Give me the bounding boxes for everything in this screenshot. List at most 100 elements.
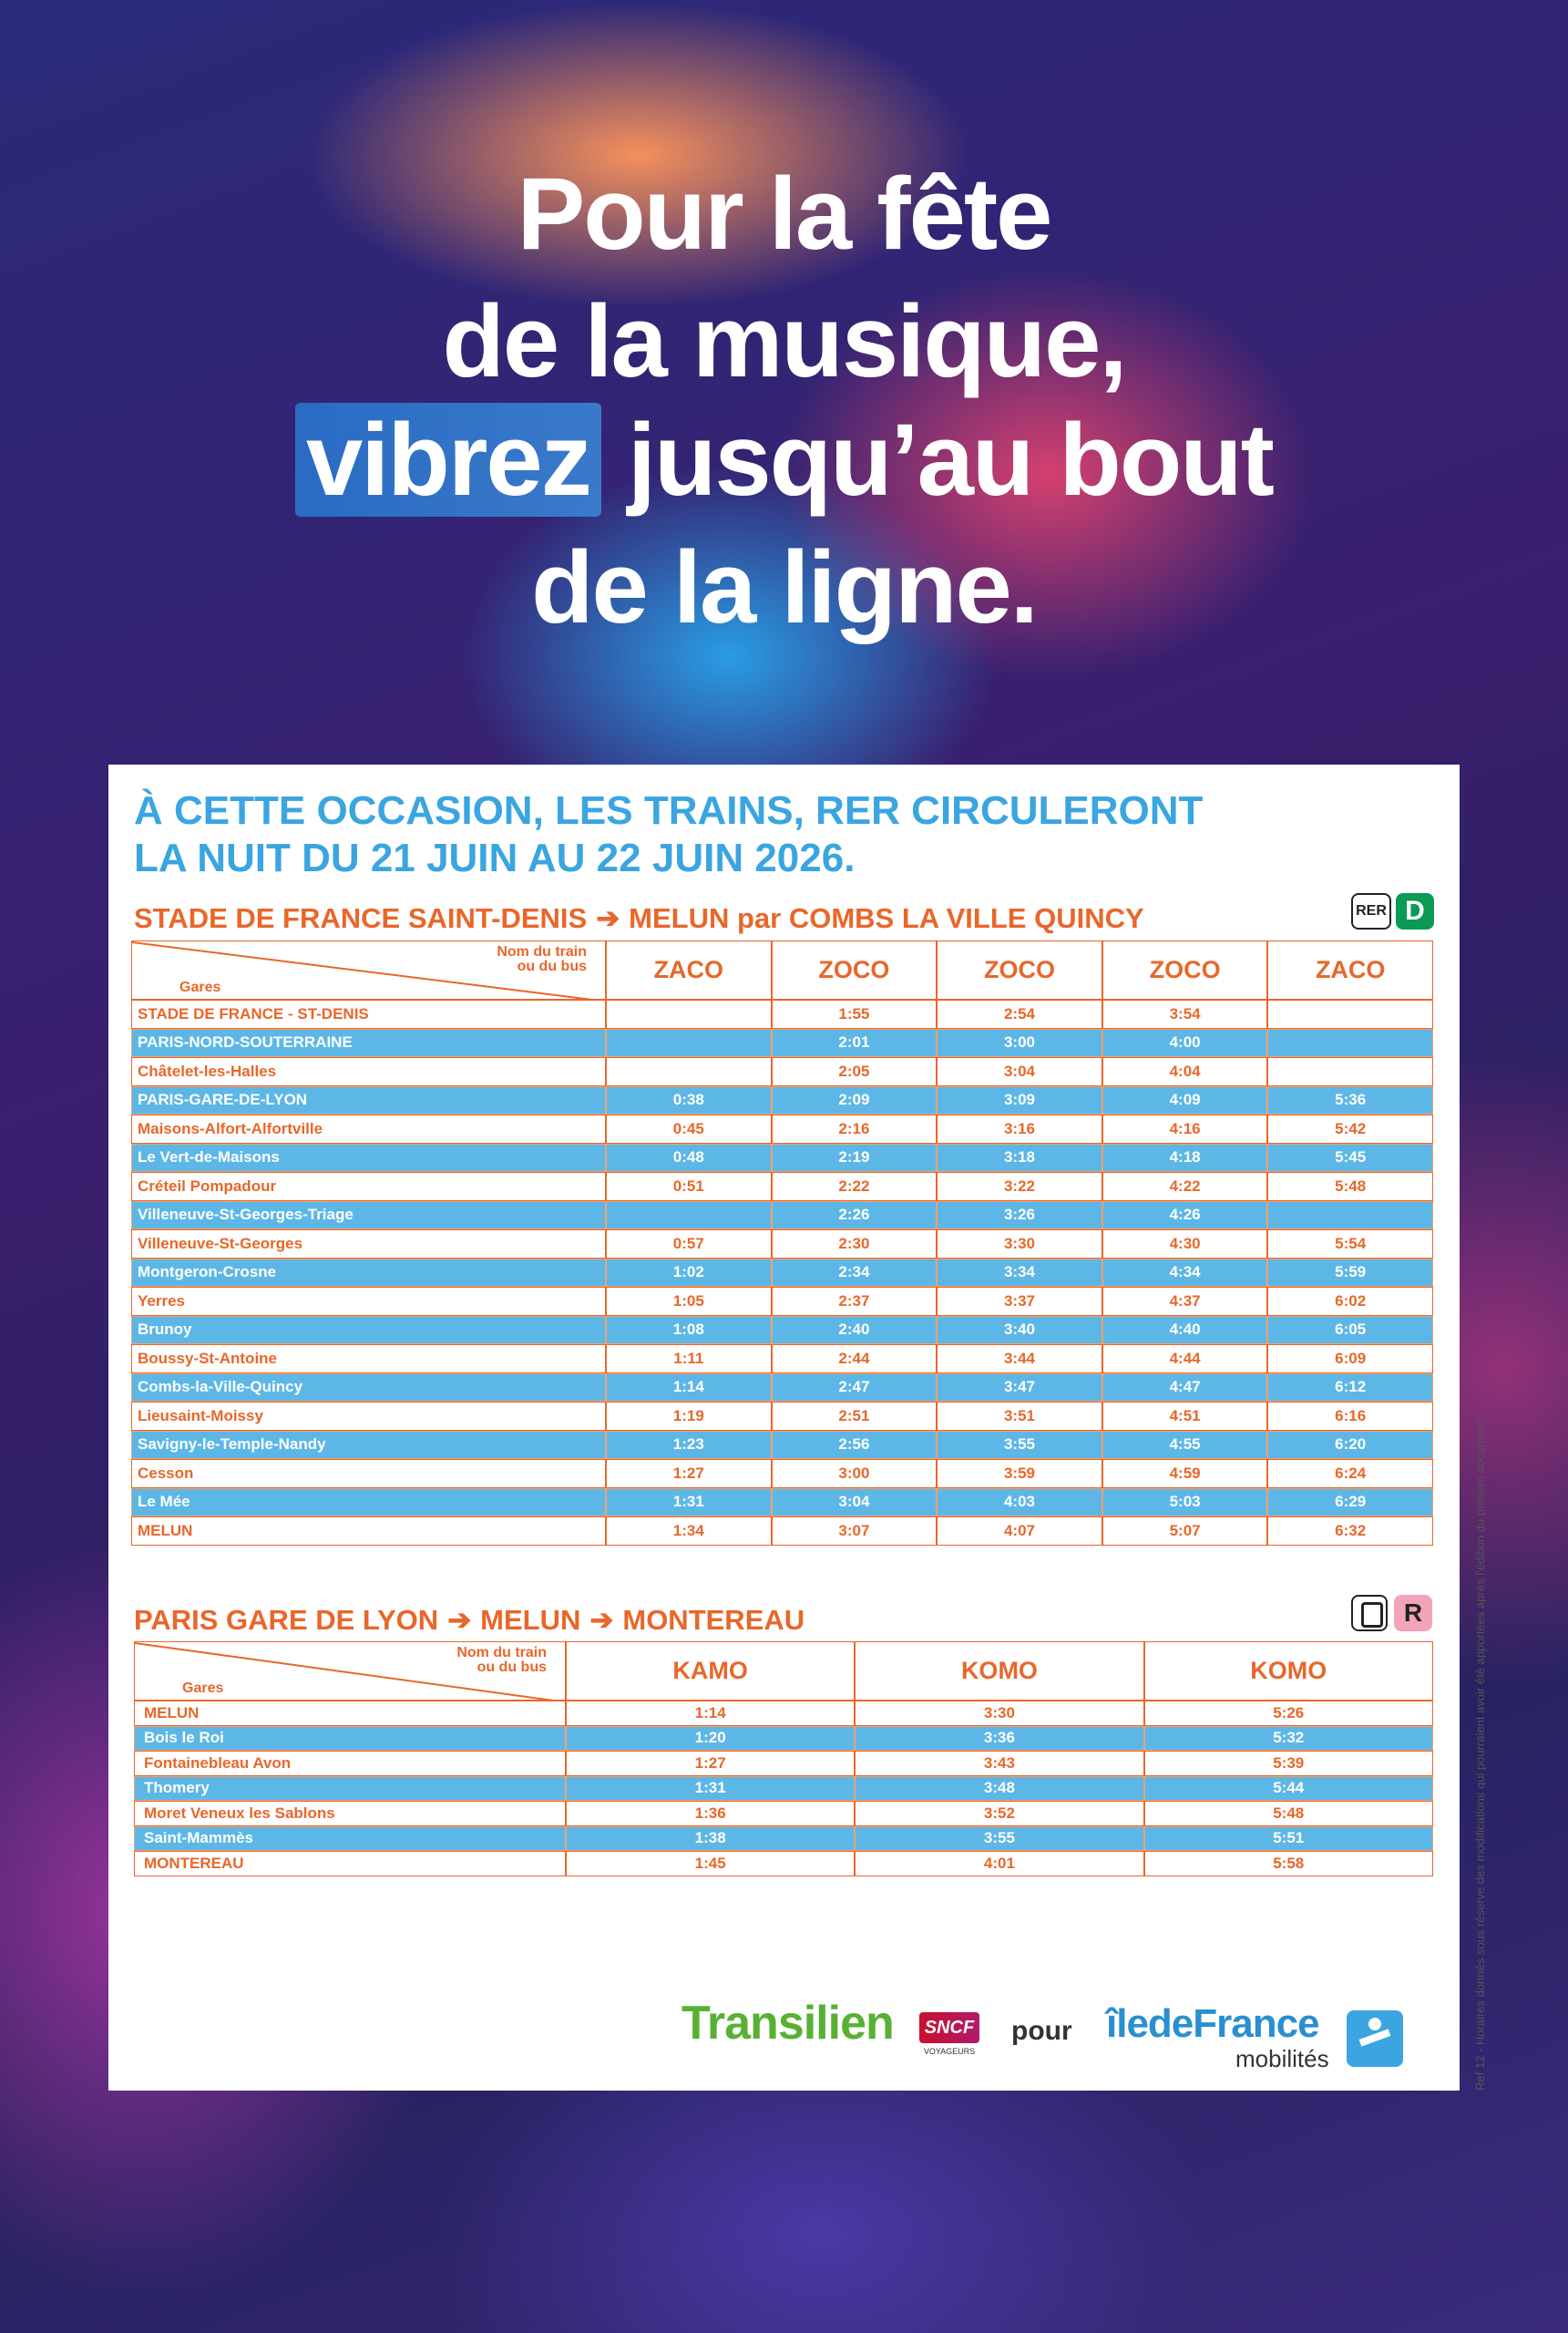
time-cell: 5:58 [1143, 1851, 1433, 1876]
headline-line: Pour la fête [517, 157, 1053, 271]
time-cell: 2:51 [771, 1402, 938, 1431]
corner-bottom: Gares [182, 1680, 224, 1696]
time-cell: 4:51 [1102, 1402, 1268, 1431]
time-cell: 3:00 [937, 1028, 1102, 1057]
time-cell: 3:00 [771, 1459, 938, 1488]
time-cell: 3:30 [937, 1229, 1102, 1259]
time-cell: 3:52 [855, 1801, 1144, 1826]
train-icon [1351, 1595, 1388, 1631]
time-cell: 0:45 [606, 1115, 772, 1144]
time-cell: 6:16 [1267, 1402, 1433, 1431]
time-cell: 3:07 [771, 1516, 938, 1546]
headline-rest: jusqu’au bout [627, 403, 1275, 517]
time-cell: 4:00 [1102, 1028, 1268, 1057]
time-cell: 4:26 [1102, 1200, 1268, 1229]
corner-top: Nom du train ou du bus [497, 945, 587, 974]
time-cell: 4:59 [1102, 1459, 1268, 1488]
time-cell: 3:55 [937, 1430, 1102, 1459]
time-cell: 0:38 [606, 1085, 772, 1115]
time-cell: 1:31 [606, 1487, 772, 1516]
time-cell: 1:27 [606, 1459, 772, 1488]
idf-logo: îledeFrance [1106, 2001, 1320, 2046]
headline-line: vibrez jusqu’au bout [0, 401, 1568, 519]
time-cell: 2:47 [771, 1372, 938, 1402]
time-cell: 6:24 [1267, 1459, 1433, 1488]
station-name: Savigny-le-Temple-Nandy [131, 1430, 606, 1459]
time-cell: 1:05 [606, 1287, 772, 1316]
time-cell: 4:37 [1102, 1287, 1268, 1316]
time-cell: 5:07 [1102, 1516, 1268, 1546]
station-name: Le Vert-de-Maisons [131, 1143, 606, 1172]
time-cell: 2:19 [771, 1143, 938, 1172]
time-cell [606, 1057, 772, 1086]
time-cell: 2:54 [937, 1000, 1102, 1029]
time-cell: 2:05 [771, 1057, 938, 1086]
headline-highlight: vibrez [295, 403, 601, 517]
headline-line: de la ligne. [531, 530, 1039, 644]
time-cell: 5:59 [1267, 1258, 1433, 1287]
time-cell: 1:19 [606, 1402, 772, 1431]
station-name: Fontainebleau Avon [134, 1751, 566, 1776]
station-name: Châtelet-les-Halles [131, 1057, 606, 1086]
time-cell: 2:40 [771, 1315, 938, 1344]
station-name: Villeneuve-St-Georges [131, 1229, 606, 1259]
time-cell: 6:32 [1267, 1516, 1433, 1546]
time-cell: 4:55 [1102, 1430, 1268, 1459]
time-cell: 2:26 [771, 1200, 938, 1229]
time-cell: 3:37 [937, 1287, 1102, 1316]
time-cell: 4:44 [1102, 1344, 1268, 1373]
time-cell: 5:32 [1143, 1725, 1433, 1751]
time-cell: 6:20 [1267, 1430, 1433, 1459]
station-name: STADE DE FRANCE - ST-DENIS [131, 1000, 606, 1029]
title-part: STADE DE FRANCE SAINT-DENIS [134, 902, 588, 934]
time-cell [606, 1028, 772, 1057]
time-cell: 5:48 [1143, 1801, 1433, 1826]
station-name: Boussy-St-Antoine [131, 1344, 606, 1373]
time-cell: 4:03 [937, 1487, 1102, 1516]
time-cell: 5:42 [1267, 1115, 1433, 1144]
station-name: Moret Veneux les Sablons [134, 1801, 566, 1826]
headline-space [601, 403, 628, 517]
column-header: ZOCO [937, 940, 1102, 1000]
station-name: Cesson [131, 1459, 606, 1488]
time-cell: 5:36 [1267, 1085, 1433, 1115]
time-cell: 6:05 [1267, 1315, 1433, 1344]
time-cell: 2:56 [771, 1430, 938, 1459]
time-cell: 4:18 [1102, 1143, 1268, 1172]
column-header: ZOCO [1102, 940, 1268, 1000]
station-name: MELUN [131, 1516, 606, 1546]
idf-icon [1347, 2010, 1403, 2067]
time-cell: 3:48 [855, 1775, 1144, 1801]
time-cell: 0:48 [606, 1143, 772, 1172]
intro-line: LA NUIT DU 21 JUIN AU 22 JUIN 2026. [134, 836, 856, 880]
line-badge: R [1394, 1595, 1432, 1631]
column-header: KAMO [566, 1641, 856, 1701]
idf-icon-head [1368, 2018, 1381, 2030]
time-cell: 2:34 [771, 1258, 938, 1287]
station-name: Le Mée [131, 1487, 606, 1516]
time-cell: 5:51 [1143, 1825, 1433, 1851]
time-cell: 3:54 [1102, 1000, 1268, 1029]
time-cell: 1:34 [606, 1516, 772, 1546]
time-cell: 5:39 [1143, 1751, 1433, 1776]
arrow: ➔ [589, 1604, 614, 1636]
station-name: Créteil Pompadour [131, 1172, 606, 1201]
timetable-panel [108, 765, 1460, 2091]
time-cell: 1:45 [566, 1851, 856, 1876]
time-cell: 1:20 [566, 1725, 856, 1751]
time-cell: 3:43 [855, 1751, 1144, 1776]
time-cell: 3:36 [855, 1725, 1144, 1751]
station-name: PARIS-NORD-SOUTERRAINE [131, 1028, 606, 1057]
table-title: PARIS GARE DE LYON ➔ MELUN ➔ MONTEREAU [134, 1604, 804, 1637]
station-name: MONTEREAU [134, 1851, 566, 1876]
title-part: MELUN [480, 1604, 581, 1636]
header-corner: Nom du train ou du bus Gares [134, 1641, 566, 1701]
time-cell: 4:07 [937, 1516, 1102, 1546]
time-cell: 5:45 [1267, 1143, 1433, 1172]
station-name: Maisons-Alfort-Alfortville [131, 1115, 606, 1144]
time-cell: 5:54 [1267, 1229, 1433, 1259]
line-badge: RER [1351, 893, 1391, 930]
time-cell: 2:16 [771, 1115, 938, 1144]
time-cell: 6:12 [1267, 1372, 1433, 1402]
